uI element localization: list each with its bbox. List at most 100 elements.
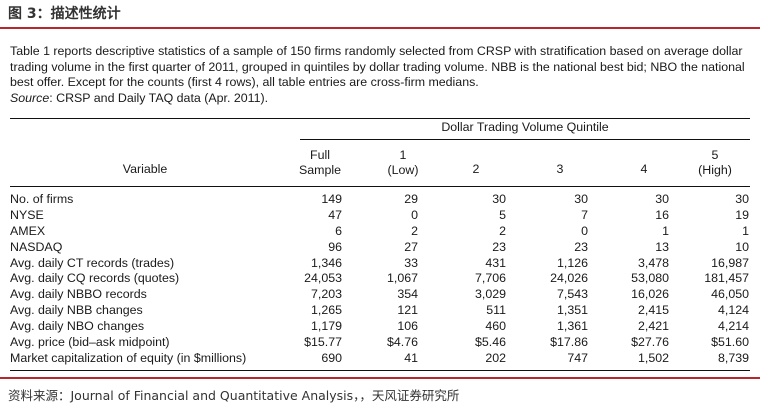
- table-cell: $51.60: [711, 335, 749, 350]
- table-row: NYSE 47 0 5 7 16 19: [10, 208, 750, 224]
- table-cell: 181,457: [704, 271, 749, 286]
- table-cell: $27.76: [631, 335, 669, 350]
- table-row: Avg. daily NBBO records 7,203 354 3,029 7,54…: [10, 287, 750, 303]
- table-row: Avg. daily CT records (trades) 1,346 33 431…: [10, 256, 750, 272]
- column-header-line: 1: [399, 148, 407, 162]
- table-row: Avg. daily NBO changes 1,179 106 460 1,361 2,…: [10, 319, 750, 335]
- table-row: Avg. price (bid–ask midpoint) $15.77 $4.76…: [10, 335, 750, 351]
- table-cell: 202: [485, 350, 506, 365]
- group-header-rule: [300, 139, 750, 140]
- table-body: No. of firms 149 29 30 30 30 30 NYSE 47 0 5 7 16 19 AM…: [10, 192, 750, 367]
- table-cell: 24,053: [304, 271, 342, 286]
- quintile-group-header: Dollar Trading Volume Quintile: [441, 120, 609, 134]
- row-label: Avg. daily NBBO records: [10, 287, 147, 302]
- table-cell: 23: [492, 239, 506, 254]
- table-cell: 2,421: [637, 319, 669, 334]
- table-cell: 16,026: [631, 287, 669, 302]
- row-label: No. of firms: [10, 192, 74, 206]
- row-label: Avg. daily NBO changes: [10, 319, 145, 334]
- descriptive-statistics-table: Dollar Trading Volume Quintile Variable …: [10, 118, 750, 371]
- row-label: Market capitalization of equity (in $mil…: [10, 350, 247, 365]
- row-label: Avg. daily CT records (trades): [10, 255, 175, 270]
- column-header-line: (Low): [387, 163, 419, 177]
- table-cell: 511: [486, 303, 506, 318]
- table-cell: 690: [321, 350, 342, 365]
- table-row: NASDAQ 96 27 23 23 13 10: [10, 240, 750, 256]
- table-cell: 30: [655, 192, 669, 206]
- figure-title: 图 3：描述性统计: [8, 6, 121, 22]
- row-label: NYSE: [10, 207, 44, 222]
- table-cell: 53,080: [631, 271, 669, 286]
- table-cell: 1,502: [637, 350, 669, 365]
- row-label: Avg. daily CQ records (quotes): [10, 271, 180, 286]
- table-bottom-rule: [10, 370, 750, 371]
- column-header-quintile-3: 3: [556, 162, 564, 176]
- table-cell: 3,029: [474, 287, 506, 302]
- table-cell: 4,124: [717, 303, 749, 318]
- table-row: Market capitalization of equity (in $mil…: [10, 351, 750, 367]
- table-cell: 431: [485, 255, 506, 270]
- table-top-rule: [10, 118, 750, 119]
- table-cell: 6: [335, 223, 342, 238]
- table-cell: 7: [581, 207, 588, 222]
- column-header-full-sample: Full Sample: [280, 148, 360, 178]
- table-cell: 1: [662, 223, 669, 238]
- column-header-quintile-1: 1 (Low): [368, 148, 438, 178]
- table-caption: Table 1 reports descriptive statistics o…: [10, 44, 750, 106]
- table-cell: 46,050: [711, 287, 749, 302]
- table-cell: 8,739: [717, 350, 749, 365]
- table-cell: 5: [499, 207, 506, 222]
- table-cell: $15.77: [304, 335, 342, 350]
- table-cell: 106: [397, 319, 418, 334]
- table-cell: 41: [404, 350, 418, 365]
- table-cell: 0: [581, 223, 588, 238]
- table-cell: 16,987: [711, 255, 749, 270]
- table-cell: 0: [411, 207, 418, 222]
- table-cell: $5.46: [474, 335, 506, 350]
- table-cell: 24,026: [550, 271, 588, 286]
- caption-text: Table 1 reports descriptive statistics o…: [10, 44, 745, 90]
- table-cell: 1,067: [386, 271, 418, 286]
- table-cell: 30: [735, 192, 749, 206]
- table-cell: 3,478: [637, 255, 669, 270]
- table-cell: 7,543: [556, 287, 588, 302]
- table-cell: $4.76: [386, 335, 418, 350]
- column-header-line: Full: [310, 148, 330, 162]
- table-cell: 1: [742, 223, 749, 238]
- table-cell: 354: [397, 287, 418, 302]
- table-cell: 33: [404, 255, 418, 270]
- table-cell: 47: [328, 207, 342, 222]
- column-header-line: (High): [698, 163, 732, 177]
- column-header-quintile-4: 4: [640, 162, 648, 176]
- table-row: No. of firms 149 29 30 30 30 30: [10, 192, 750, 208]
- table-cell: 30: [492, 192, 506, 206]
- column-header-line: Sample: [298, 163, 341, 177]
- table-cell: 10: [735, 239, 749, 254]
- table-cell: 27: [404, 239, 418, 254]
- source-label: Source: [10, 90, 50, 105]
- row-label: AMEX: [10, 223, 46, 238]
- table-cell: $17.86: [550, 335, 588, 350]
- table-cell: 30: [574, 192, 588, 206]
- table-cell: 1,265: [310, 303, 342, 318]
- column-header-quintile-2: 2: [472, 162, 480, 176]
- table-cell: 16: [655, 207, 669, 222]
- table-cell: 747: [567, 350, 588, 365]
- top-divider: [0, 27, 760, 29]
- table-row: Avg. daily CQ records (quotes) 24,053 1,06…: [10, 271, 750, 287]
- table-cell: 13: [655, 239, 669, 254]
- table-cell: 2,415: [637, 303, 669, 318]
- table-cell: 460: [485, 319, 506, 334]
- table-cell: 149: [321, 192, 342, 206]
- bottom-divider: [0, 377, 760, 379]
- row-label: Avg. daily NBB changes: [10, 303, 143, 318]
- table-cell: 1,351: [556, 303, 588, 318]
- table-cell: 2: [499, 223, 506, 238]
- row-label: NASDAQ: [10, 239, 63, 254]
- table-cell: 1,361: [556, 319, 588, 334]
- column-header-quintile-5: 5 (High): [680, 148, 750, 178]
- table-cell: 4,214: [717, 319, 749, 334]
- column-header-variable: Variable: [122, 162, 168, 176]
- row-label: Avg. price (bid–ask midpoint): [10, 335, 170, 350]
- table-cell: 19: [735, 207, 749, 222]
